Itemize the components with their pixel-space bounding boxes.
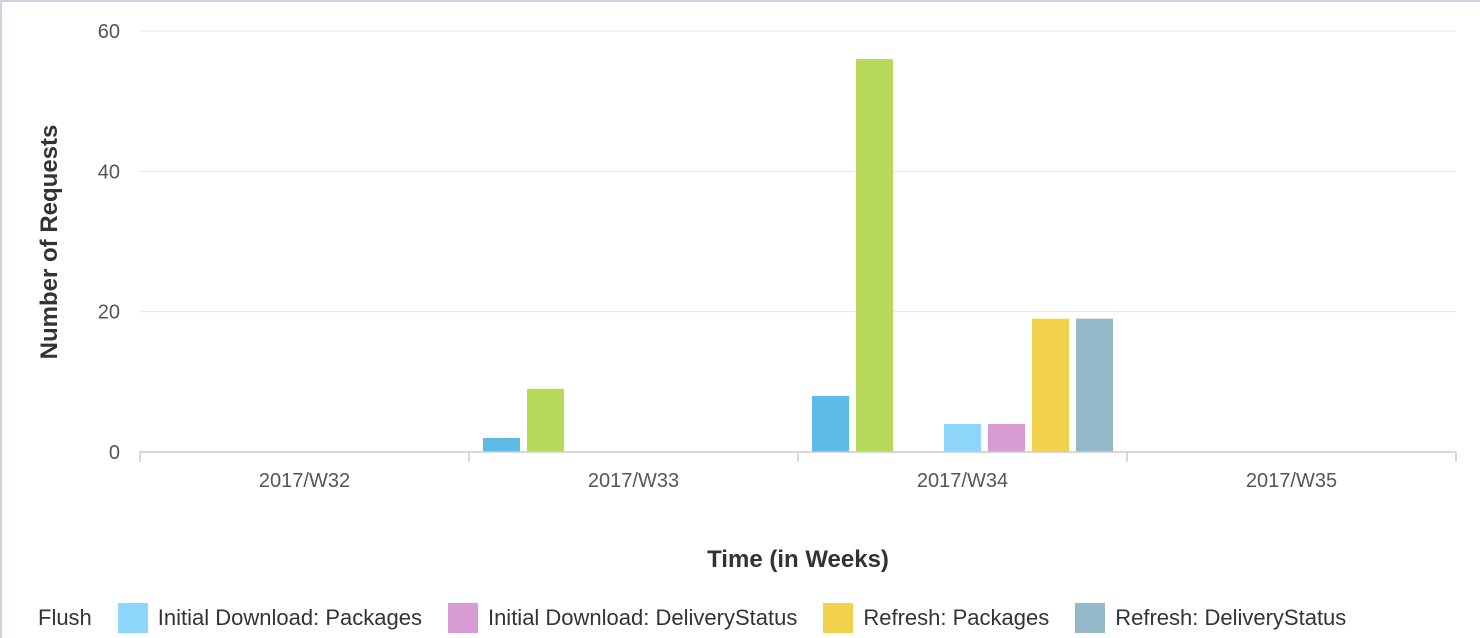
legend-swatch bbox=[117, 603, 148, 633]
x-tick-labels: 2017/W32 2017/W33 2017/W34 2017/W35 bbox=[259, 470, 1337, 492]
y-axis-title: Number of Requests bbox=[36, 125, 63, 360]
legend-label: Initial Download: Packages bbox=[157, 605, 422, 630]
legend-label: Flush bbox=[38, 605, 92, 630]
legend-item[interactable]: Initial Download: DeliveryStatus bbox=[447, 603, 798, 633]
legend-swatch bbox=[1075, 603, 1106, 633]
bar[interactable] bbox=[856, 59, 893, 453]
x-tick-label: 2017/W34 bbox=[917, 470, 1008, 492]
bar[interactable] bbox=[988, 423, 1025, 452]
x-tick-label: 2017/W32 bbox=[259, 470, 350, 492]
y-axis: 0 20 40 60 bbox=[98, 21, 120, 464]
bar[interactable] bbox=[812, 395, 849, 452]
bar-chart: 0 20 40 60 2017/W32 2017/W33 2017/W34 2017/W35… bbox=[36, 21, 1457, 573]
legend: Flush Initial Download: Packages Initial D… bbox=[2, 598, 1480, 638]
legend-item[interactable]: Refresh: Packages bbox=[823, 603, 1049, 633]
y-tick-label: 20 bbox=[98, 302, 120, 324]
bar[interactable] bbox=[1032, 318, 1069, 452]
bar[interactable] bbox=[944, 423, 981, 452]
legend-label: Refresh: Packages bbox=[863, 605, 1050, 630]
y-tick-label: 60 bbox=[98, 21, 120, 43]
x-axis-title: Time (in Weeks) bbox=[707, 546, 889, 573]
x-tick-label: 2017/W35 bbox=[1246, 470, 1337, 492]
legend-swatch bbox=[447, 603, 478, 633]
legend-item[interactable]: Initial Download: Packages bbox=[117, 603, 422, 633]
x-tick-label: 2017/W33 bbox=[588, 470, 679, 492]
y-tick-label: 40 bbox=[98, 161, 120, 183]
x-axis bbox=[139, 451, 1457, 462]
gridlines bbox=[140, 30, 1456, 313]
bars bbox=[483, 59, 1113, 453]
legend-label: Refresh: DeliveryStatus bbox=[1115, 605, 1347, 630]
legend-item[interactable]: Flush bbox=[38, 605, 92, 631]
legend-item[interactable]: Refresh: DeliveryStatus bbox=[1075, 603, 1346, 633]
bar[interactable] bbox=[1076, 318, 1113, 452]
bar[interactable] bbox=[483, 437, 520, 452]
legend-swatch bbox=[823, 603, 854, 633]
bar[interactable] bbox=[527, 388, 564, 452]
y-tick-label: 0 bbox=[109, 442, 120, 464]
legend-label: Initial Download: DeliveryStatus bbox=[487, 605, 798, 630]
